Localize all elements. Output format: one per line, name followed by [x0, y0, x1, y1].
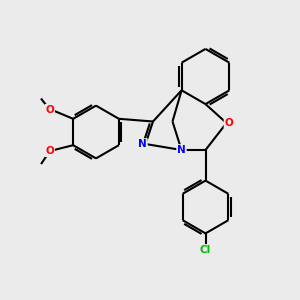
Text: N: N — [138, 139, 147, 149]
Text: Cl: Cl — [200, 245, 211, 255]
Text: O: O — [45, 146, 54, 156]
Text: N: N — [177, 145, 186, 155]
Text: O: O — [45, 105, 54, 115]
Text: O: O — [224, 118, 233, 128]
